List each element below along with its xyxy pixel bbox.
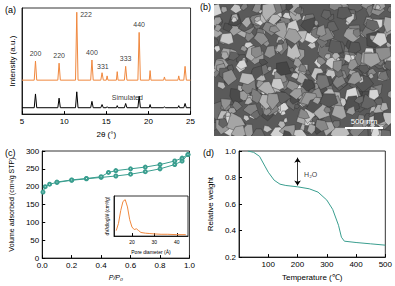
svg-text:(c): (c) bbox=[5, 148, 16, 158]
svg-text:0.2: 0.2 bbox=[66, 261, 78, 270]
svg-text:300: 300 bbox=[26, 147, 40, 156]
svg-text:300: 300 bbox=[320, 260, 334, 269]
svg-text:Volume adsorbed (cm³/g STP): Volume adsorbed (cm³/g STP) bbox=[8, 157, 16, 251]
svg-text:500: 500 bbox=[379, 260, 393, 269]
svg-text:222: 222 bbox=[80, 11, 92, 18]
svg-text:0.4: 0.4 bbox=[225, 226, 237, 235]
svg-text:0.8: 0.8 bbox=[225, 173, 237, 182]
svg-text:400: 400 bbox=[86, 49, 98, 56]
svg-text:0: 0 bbox=[34, 253, 40, 263]
svg-text:200: 200 bbox=[291, 260, 305, 269]
svg-text:200: 200 bbox=[30, 50, 42, 57]
svg-text:400: 400 bbox=[349, 260, 363, 269]
svg-text:220: 220 bbox=[53, 52, 65, 59]
svg-text:500 nm: 500 nm bbox=[351, 117, 378, 126]
svg-text:20: 20 bbox=[129, 239, 135, 245]
svg-text:0.6: 0.6 bbox=[125, 261, 137, 270]
svg-text:331: 331 bbox=[97, 63, 109, 70]
svg-text:10: 10 bbox=[60, 117, 69, 126]
svg-text:0.4: 0.4 bbox=[96, 261, 108, 270]
svg-text:Temperature (℃): Temperature (℃) bbox=[282, 273, 343, 282]
svg-text:1.0: 1.0 bbox=[184, 261, 196, 270]
svg-text:H₂O: H₂O bbox=[304, 171, 318, 178]
svg-text:40: 40 bbox=[174, 239, 180, 245]
svg-text:dV/dlogW (cm³/g): dV/dlogW (cm³/g) bbox=[104, 196, 110, 235]
svg-text:200: 200 bbox=[26, 182, 40, 191]
svg-text:30: 30 bbox=[152, 239, 158, 245]
svg-text:(a): (a) bbox=[5, 5, 16, 15]
svg-text:5: 5 bbox=[20, 117, 25, 126]
svg-text:15: 15 bbox=[102, 117, 111, 126]
svg-text:1.0: 1.0 bbox=[225, 147, 237, 156]
svg-text:2θ (°): 2θ (°) bbox=[96, 130, 116, 139]
svg-text:440: 440 bbox=[133, 21, 145, 28]
svg-text:Simulated: Simulated bbox=[111, 93, 143, 101]
svg-text:(d): (d) bbox=[203, 148, 214, 158]
svg-text:25: 25 bbox=[186, 117, 195, 126]
svg-text:Relative weight: Relative weight bbox=[206, 176, 215, 231]
svg-text:P/P₀: P/P₀ bbox=[109, 274, 123, 281]
svg-text:(b): (b) bbox=[200, 2, 211, 12]
svg-text:150: 150 bbox=[26, 200, 40, 209]
svg-text:20: 20 bbox=[144, 117, 153, 126]
svg-text:333: 333 bbox=[120, 55, 132, 62]
svg-text:0.6: 0.6 bbox=[225, 200, 237, 209]
svg-text:100: 100 bbox=[262, 260, 276, 269]
svg-text:0.0: 0.0 bbox=[37, 261, 49, 270]
svg-text:250: 250 bbox=[26, 164, 40, 173]
svg-text:Pore diameter (Å): Pore diameter (Å) bbox=[131, 249, 171, 255]
svg-text:50: 50 bbox=[30, 236, 39, 245]
svg-text:100: 100 bbox=[26, 218, 40, 227]
svg-text:Intensity (a.u.): Intensity (a.u.) bbox=[8, 35, 17, 86]
svg-text:0.2: 0.2 bbox=[225, 253, 237, 262]
svg-text:0.8: 0.8 bbox=[154, 261, 166, 270]
